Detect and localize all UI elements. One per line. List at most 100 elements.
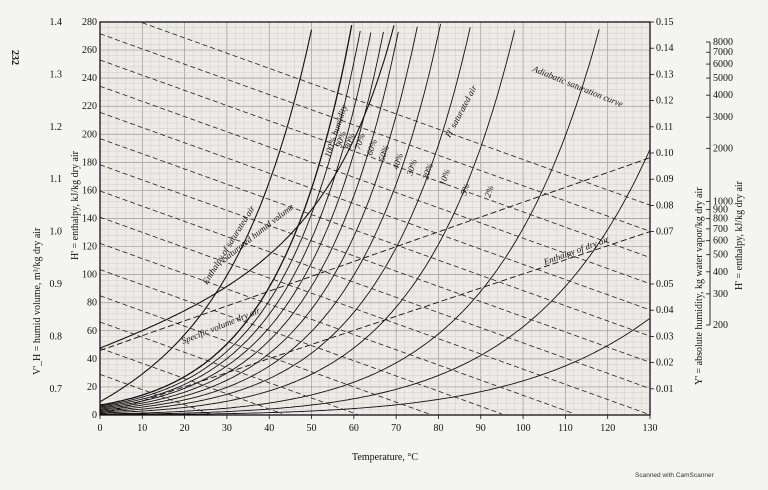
adiabatic-line	[99, 138, 651, 337]
enthalpy-left-tick-label: 100	[82, 270, 97, 281]
label-rh-5: 50%	[376, 144, 391, 163]
enthalpy-right-tick-label: 900	[713, 205, 728, 216]
x-tick-label: 90	[476, 423, 486, 434]
label-rh-3: 70%	[352, 132, 367, 151]
rh-curve-2	[100, 317, 651, 416]
x-tick-label: 80	[433, 423, 443, 434]
enthalpy-right-tick-label: 500	[713, 250, 728, 261]
x-tick-label: 30	[222, 423, 232, 434]
humidity-tick-label: 0.05	[656, 279, 674, 290]
x-tick-label: 70	[391, 423, 401, 434]
humidity-tick-label: 0.11	[656, 122, 673, 133]
volume-tick-label: 1.4	[50, 17, 63, 28]
adiabatic-line	[99, 85, 651, 285]
left-inner-axis-title: H' = enthalpy, kJ/kg dry air	[70, 150, 81, 260]
rh-curve-40	[99, 23, 442, 412]
adiabatic-line	[99, 347, 283, 414]
rh-curve-30	[99, 27, 471, 413]
dry-enthalpy-line	[99, 231, 651, 416]
x-tick-label: 110	[558, 423, 573, 434]
enthalpy-left-tick-label: 220	[82, 101, 97, 112]
label-rh-6: 40%	[390, 152, 405, 171]
adiabatic-line	[99, 295, 431, 415]
enthalpy-right-tick-label: 400	[713, 267, 728, 278]
volume-tick-label: 0.8	[50, 331, 63, 342]
enthalpy-right-tick-label: 1000	[713, 197, 733, 208]
enthalpy-right-tick-label: 8000	[713, 37, 733, 48]
humidity-tick-label: 0.01	[656, 384, 674, 395]
rh-curve-100	[99, 24, 353, 406]
humidity-tick-label: 0.02	[656, 358, 674, 369]
x-axis-title: Temperature, °C	[352, 452, 418, 463]
adiabatic-line	[99, 216, 651, 416]
enthalpy-right-tick-label: 5000	[713, 73, 733, 84]
enthalpy-right-tick-label: 600	[713, 236, 728, 247]
adiabatic-line	[99, 374, 211, 415]
label-rh-9: 10%	[437, 168, 452, 187]
enthalpy-saturated-curve	[99, 29, 313, 403]
humidity-tick-label: 0.04	[656, 305, 674, 316]
enthalpy-left-tick-label: 60	[87, 326, 97, 337]
volume-tick-label: 1.3	[50, 69, 63, 80]
enthalpy-left-tick-label: 20	[87, 382, 97, 393]
humidity-tick-label: 0.13	[656, 69, 674, 80]
humidity-tick-label: 0.14	[656, 43, 674, 54]
enthalpy-right-tick-label: 200	[713, 320, 728, 331]
label-rh-8: 20%	[420, 162, 435, 181]
adiabatic-line	[99, 33, 651, 232]
adiabatic-line	[99, 321, 359, 416]
chart-curves	[99, 22, 651, 416]
enthalpy-right-tick-label: 2000	[713, 143, 733, 154]
x-tick-label: 100	[516, 423, 531, 434]
enthalpy-right-tick-label: 800	[713, 214, 728, 225]
x-tick-label: 10	[137, 423, 147, 434]
x-tick-label: 20	[180, 423, 190, 434]
volume-tick-label: 1.1	[50, 174, 63, 185]
enthalpy-left-tick-label: 180	[82, 157, 97, 168]
humidity-tick-label: 0.12	[656, 96, 674, 107]
label-rh-1: 90%	[333, 130, 348, 149]
x-tick-label: 130	[643, 423, 658, 434]
volume-tick-label: 0.7	[50, 384, 63, 395]
enthalpy-left-tick-label: 140	[82, 214, 97, 225]
rh-curve-10	[100, 29, 600, 415]
humidity-tick-label: 0.10	[656, 148, 674, 159]
humidity-tick-label: 0.07	[656, 227, 674, 238]
right-inner-axis-title: Y' = absolute humidity, kg water vapor/k…	[694, 187, 705, 385]
label-rh-11: 2%	[482, 184, 495, 199]
volume-tick-label: 0.9	[50, 279, 63, 290]
x-tick-label: 120	[600, 423, 615, 434]
rh-curve-70	[99, 31, 384, 409]
axis-ticks: 0 10 20 30 40 50 60 70 80 90 100 110 120 130 0 20 40 60 80…	[50, 17, 734, 434]
enthalpy-right-tick-label: 4000	[713, 90, 733, 101]
enthalpy-left-tick-label: 0	[92, 410, 97, 421]
label-rh-2: 80%	[342, 132, 357, 151]
scanner-footer: Scanned with CamScanner	[635, 472, 715, 479]
adiabatic-line	[142, 22, 651, 206]
enthalpy-left-tick-label: 240	[82, 73, 97, 84]
adiabatic-line	[99, 112, 651, 311]
saturated-volume-curve	[99, 25, 395, 349]
rh-curve-90	[99, 31, 361, 407]
rh-curve-60	[99, 31, 399, 410]
label-rh-4: 60%	[364, 138, 379, 157]
x-tick-label: 40	[264, 423, 274, 434]
right-outer-axis-title: H' = enthalpy, kJ/kg dry air	[734, 180, 745, 290]
humidity-tick-label: 0.15	[656, 17, 674, 28]
plot-frame	[99, 21, 651, 416]
enthalpy-left-tick-label: 260	[82, 45, 97, 56]
enthalpy-right-tick-label: 3000	[713, 112, 733, 123]
enthalpy-left-tick-label: 40	[87, 354, 97, 365]
adiabatic-line	[99, 190, 651, 389]
adiabatic-line	[99, 164, 651, 363]
volume-tick-label: 1.0	[50, 227, 63, 238]
adiabatic-line	[99, 243, 574, 414]
enthalpy-left-tick-label: 120	[82, 242, 97, 253]
rh-curve-20	[100, 30, 516, 414]
humidity-tick-label: 0.09	[656, 174, 674, 185]
dry-volume-line	[99, 157, 651, 351]
enthalpy-left-tick-label: 160	[82, 185, 97, 196]
enthalpy-right-tick-label: 6000	[713, 59, 733, 70]
